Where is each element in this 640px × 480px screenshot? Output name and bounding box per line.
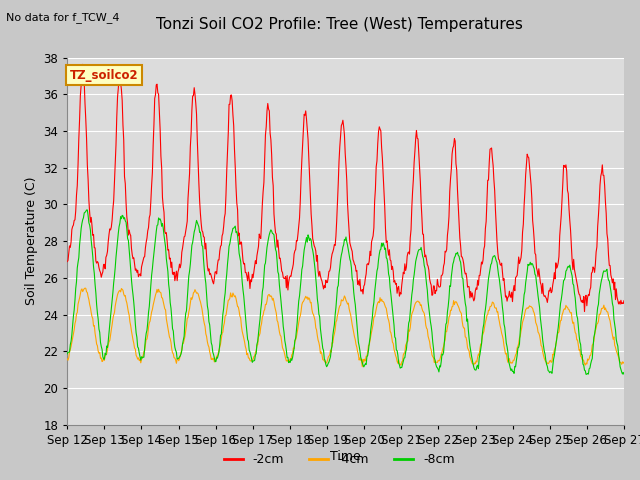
X-axis label: Time: Time: [330, 450, 361, 463]
Legend: -2cm, -4cm, -8cm: -2cm, -4cm, -8cm: [219, 448, 460, 471]
Text: Tonzi Soil CO2 Profile: Tree (West) Temperatures: Tonzi Soil CO2 Profile: Tree (West) Temp…: [156, 17, 523, 32]
Text: No data for f_TCW_4: No data for f_TCW_4: [6, 12, 120, 23]
Y-axis label: Soil Temperature (C): Soil Temperature (C): [24, 177, 38, 305]
Text: TZ_soilco2: TZ_soilco2: [70, 69, 139, 82]
